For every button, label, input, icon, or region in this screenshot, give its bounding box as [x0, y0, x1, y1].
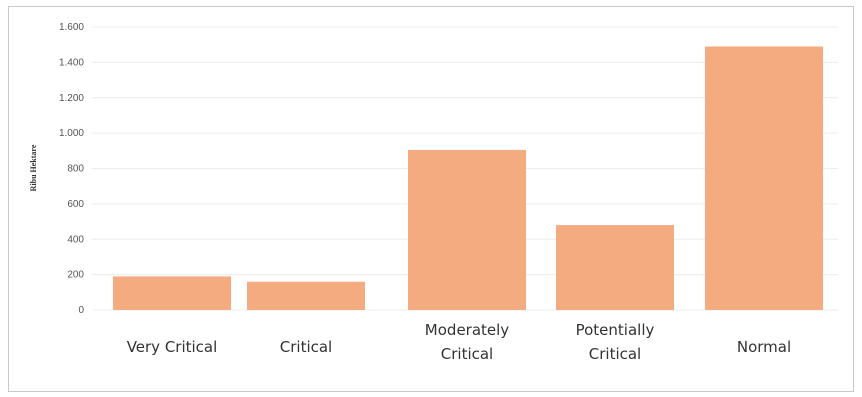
y-tick-label: 600 — [67, 199, 84, 210]
x-tick-label: Very Critical — [127, 338, 218, 356]
bar — [705, 46, 823, 311]
bar — [113, 276, 231, 310]
y-tick-label: 0 — [78, 305, 84, 316]
y-tick-label: 200 — [67, 270, 84, 281]
x-tick-label: Potentially — [576, 321, 655, 339]
bar — [408, 149, 526, 310]
x-tick-label: Normal — [737, 338, 791, 356]
bar — [556, 225, 674, 310]
x-axis-categories: Very Critical Critical Moderately Critical P… — [127, 321, 791, 363]
y-tick-label: 1.000 — [59, 128, 84, 139]
y-tick-label: 400 — [67, 234, 84, 245]
x-tick-label: Critical — [280, 338, 332, 356]
bars — [113, 46, 823, 311]
x-tick-label: Critical — [589, 345, 641, 363]
y-axis-label: Ribu Hektare — [29, 144, 38, 191]
x-tick-label: Moderately — [425, 321, 510, 339]
y-tick-label: 1.600 — [59, 22, 84, 33]
y-tick-label: 1.200 — [59, 93, 84, 104]
y-axis-ticks: 0 200 400 600 800 1.000 1.200 1.400 1.600 — [59, 22, 84, 316]
y-tick-label: 1.400 — [59, 57, 84, 68]
x-tick-label: Critical — [441, 345, 493, 363]
bar — [247, 281, 365, 310]
y-tick-label: 800 — [67, 164, 84, 175]
